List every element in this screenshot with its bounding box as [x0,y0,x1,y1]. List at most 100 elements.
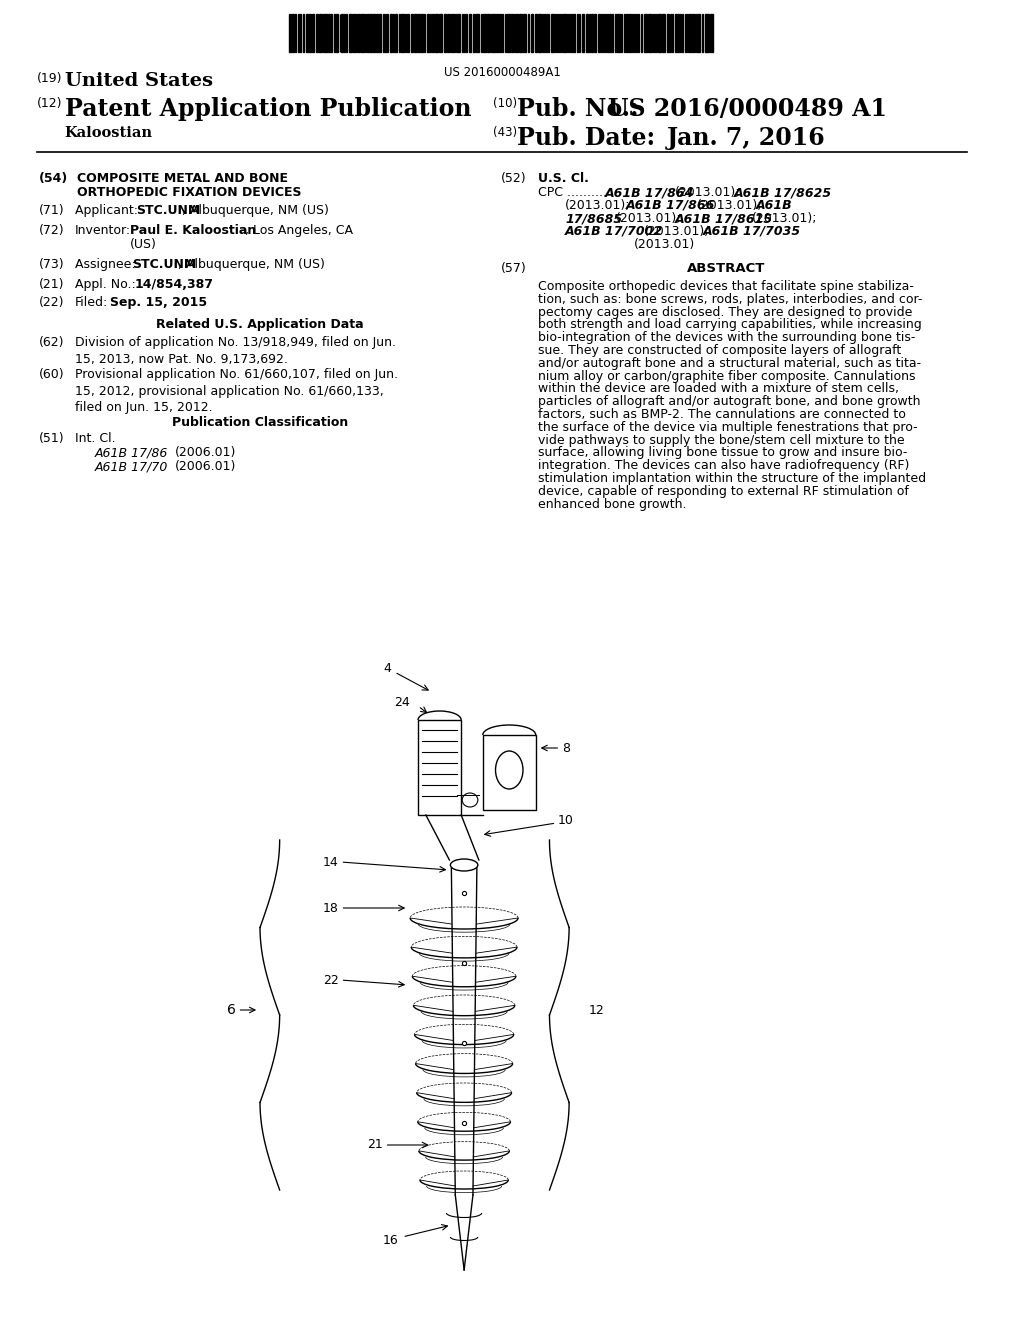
Text: Jan. 7, 2016: Jan. 7, 2016 [668,125,826,150]
Text: (2013.01);: (2013.01); [752,213,817,224]
Text: U.S. Cl.: U.S. Cl. [538,172,589,185]
Text: Filed:: Filed: [75,296,108,309]
Text: , Los Angeles, CA: , Los Angeles, CA [246,224,353,238]
Bar [626,15,628,51]
Text: sue. They are constructed of composite layers of allograft: sue. They are constructed of composite l… [538,345,901,356]
Text: 6: 6 [226,1003,236,1016]
Text: (60): (60) [39,368,65,381]
Bar [617,15,621,51]
Bar [651,15,653,51]
Bar [476,15,479,51]
Bar [349,15,352,51]
Text: within the device are loaded with a mixture of stem cells,: within the device are loaded with a mixt… [538,383,899,396]
Text: Applicant:: Applicant: [75,205,141,216]
Bar [421,15,423,51]
Text: 18: 18 [323,902,339,915]
Text: 24: 24 [394,696,411,709]
Text: (12): (12) [37,96,62,110]
Bar [379,15,381,51]
Text: vide pathways to supply the bone/stem cell mixture to the: vide pathways to supply the bone/stem ce… [538,433,904,446]
Text: (2006.01): (2006.01) [175,459,237,473]
Text: (2013.01): (2013.01) [634,238,695,251]
Text: (62): (62) [39,337,65,348]
Text: pectomy cages are disclosed. They are designed to provide: pectomy cages are disclosed. They are de… [538,306,912,318]
Text: 12: 12 [589,1003,604,1016]
Bar [293,15,294,51]
Text: 16: 16 [383,1233,398,1246]
Text: (73): (73) [39,257,65,271]
Text: Int. Cl.: Int. Cl. [75,432,115,445]
Text: nium alloy or carbon/graphite fiber composite. Cannulations: nium alloy or carbon/graphite fiber comp… [538,370,915,383]
Text: (22): (22) [39,296,65,309]
Bar [411,15,413,51]
Text: Provisional application No. 61/660,107, filed on Jun.
15, 2012, provisional appl: Provisional application No. 61/660,107, … [75,368,397,414]
Bar [316,15,317,51]
Bar [418,15,420,51]
Bar [519,15,522,51]
Text: particles of allograft and/or autograft bone, and bone growth: particles of allograft and/or autograft … [538,395,921,408]
Text: (71): (71) [39,205,65,216]
Bar [523,15,526,51]
Text: (51): (51) [39,432,65,445]
Text: (72): (72) [39,224,65,238]
Text: 8: 8 [562,742,570,755]
Text: integration. The devices can also have radiofrequency (RF): integration. The devices can also have r… [538,459,909,473]
Bar [443,15,446,51]
Bar [530,15,532,51]
Text: (52): (52) [501,172,526,185]
Bar [453,15,455,51]
Bar [358,15,360,51]
Text: A61B 17/7035: A61B 17/7035 [702,224,801,238]
Bar [658,15,662,51]
Text: bio-integration of the devices with the surrounding bone tis-: bio-integration of the devices with the … [538,331,915,345]
Bar [306,15,308,51]
Bar [507,15,510,51]
Text: Patent Application Publication: Patent Application Publication [65,96,471,121]
Bar [361,15,365,51]
Text: (2013.01);: (2013.01); [675,186,740,199]
Bar [647,15,650,51]
Text: Pub. No.:: Pub. No.: [517,96,647,121]
Bar [318,15,321,51]
Bar [432,15,434,51]
Text: (2013.01);: (2013.01); [644,224,710,238]
Text: , Albuquerque, NM (US): , Albuquerque, NM (US) [181,205,329,216]
Text: (21): (21) [39,279,65,290]
Bar [414,15,417,51]
Bar [473,15,475,51]
Text: 22: 22 [323,974,339,986]
Text: 10: 10 [557,813,573,826]
Text: Paul E. Kaloostian: Paul E. Kaloostian [129,224,256,238]
Text: (57): (57) [501,261,526,275]
Bar [434,15,437,51]
Text: Assignee:: Assignee: [75,257,139,271]
Text: Pub. Date:: Pub. Date: [517,125,655,150]
Bar [511,15,513,51]
Text: Sep. 15, 2015: Sep. 15, 2015 [110,296,207,309]
Text: 14: 14 [323,855,339,869]
Text: Appl. No.:: Appl. No.: [75,279,135,290]
Bar [591,15,593,51]
Text: 17/8685: 17/8685 [565,213,623,224]
Text: A61B 17/7002: A61B 17/7002 [565,224,664,238]
Bar [677,15,679,51]
Text: STC.UNM: STC.UNM [136,205,201,216]
Bar [696,15,699,51]
Text: (2013.01);: (2013.01); [565,199,631,213]
Text: A61B 17/8615: A61B 17/8615 [675,213,773,224]
Bar [538,15,541,51]
Text: STC.UNM: STC.UNM [132,257,197,271]
Bar [486,15,488,51]
Text: US 2016/0000489 A1: US 2016/0000489 A1 [608,96,888,121]
Text: 21: 21 [367,1138,383,1151]
Bar [598,15,599,51]
Bar [535,15,537,51]
Text: A61B 17/866: A61B 17/866 [626,199,716,213]
Text: , Albuquerque, NM (US): , Albuquerque, NM (US) [177,257,325,271]
Text: tion, such as: bone screws, rods, plates, interbodies, and cor-: tion, such as: bone screws, rods, plates… [538,293,922,306]
Text: A61B: A61B [756,199,793,213]
Bar [469,15,471,51]
Bar [370,15,372,51]
Text: (43): (43) [493,125,517,139]
Bar [482,15,485,51]
